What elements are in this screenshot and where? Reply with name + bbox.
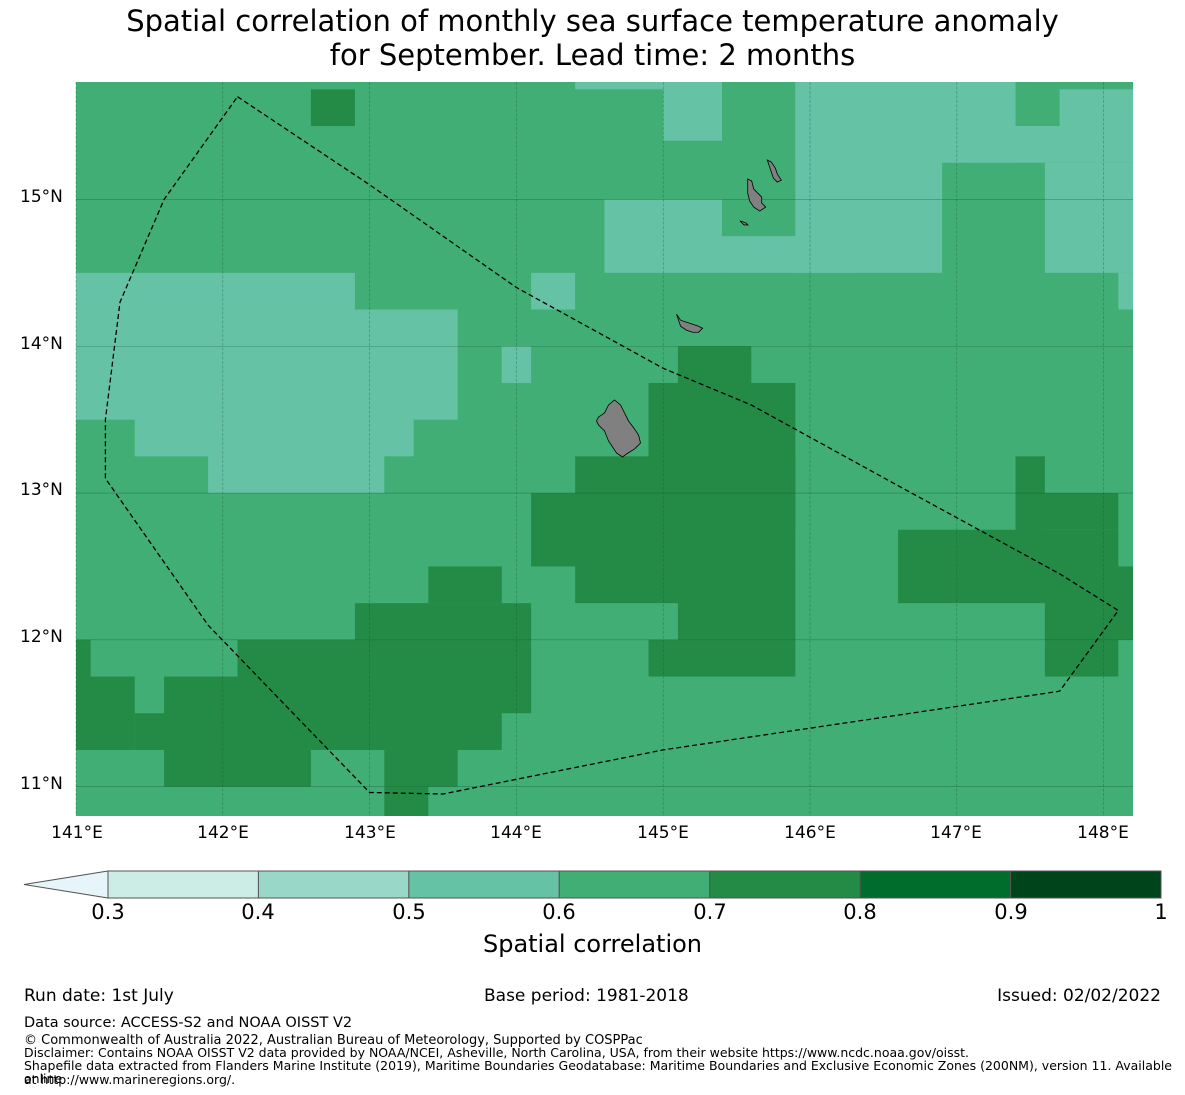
- lon-label-148e: 148°E: [1077, 823, 1129, 843]
- title-line-1: Spatial correlation of monthly sea surfa…: [126, 4, 1059, 38]
- correlation-cell-region: [721, 236, 855, 273]
- correlation-cell-region: [971, 126, 1133, 163]
- data-source: Data source: ACCESS-S2 and NOAA OISST V2: [24, 1015, 353, 1031]
- colorbar-bin: [107, 870, 259, 899]
- lat-label-11n: 11°N: [20, 774, 63, 794]
- colorbar-bin: [558, 870, 711, 899]
- colorbar-bin: [709, 870, 861, 899]
- colorbar-tick-0.7: 0.7: [693, 900, 727, 924]
- correlation-map: [75, 82, 1133, 816]
- correlation-cell-region: [76, 639, 91, 677]
- correlation-cell-region: [354, 603, 532, 640]
- lon-label-141e: 141°E: [51, 823, 103, 843]
- base-period: Base period: 1981-2018: [484, 986, 689, 1006]
- colorbar-under-arrow: [23, 870, 109, 899]
- correlation-cell-region: [663, 82, 722, 141]
- eez-boundary-line: [104, 96, 1120, 795]
- lat-label-15n: 15°N: [20, 187, 63, 207]
- correlation-cell-region: [428, 566, 502, 604]
- colorbar-tick-0.4: 0.4: [241, 900, 275, 924]
- copyright: © Commonwealth of Australia 2022, Austra…: [24, 1033, 643, 1048]
- colorbar-title: Spatial correlation: [482, 930, 703, 958]
- chart-title: Spatial correlation of monthly sea surfa…: [0, 4, 1185, 72]
- shapefile-credit: Shapefile data extracted from Flanders M…: [24, 1058, 1172, 1086]
- correlation-cell-region: [76, 676, 135, 750]
- issued-date: Issued: 02/02/2022: [997, 986, 1161, 1006]
- correlation-cell-region: [677, 566, 796, 640]
- correlation-cell-region: [1059, 89, 1133, 127]
- disclaimer: Disclaimer: Contains NOAA OISST V2 data …: [24, 1045, 969, 1060]
- correlation-cell-region: [1015, 493, 1119, 530]
- island-landmass: [596, 399, 641, 458]
- correlation-cell-region: [164, 676, 502, 750]
- correlation-cell-region: [677, 346, 752, 383]
- island-landmass: [766, 159, 782, 183]
- correlation-cell-region: [384, 749, 458, 787]
- island-landmass: [676, 313, 704, 333]
- colorbar-bin: [859, 870, 1012, 899]
- colorbar-tick-0.6: 0.6: [542, 900, 576, 924]
- lon-label-144e: 144°E: [490, 823, 542, 843]
- island-landmass: [739, 220, 749, 226]
- lon-label-142e: 142°E: [197, 823, 249, 843]
- correlation-cell-region: [384, 786, 429, 816]
- colorbar-tick-1: 1: [1154, 900, 1168, 924]
- shapefile-credit-url: at http://www.marineregions.org/.: [24, 1072, 236, 1087]
- island-landmass: [747, 178, 767, 212]
- colorbar-tick-0.8: 0.8: [843, 900, 877, 924]
- lon-label-147e: 147°E: [930, 823, 982, 843]
- title-line-2: for September. Lead time: 2 months: [329, 38, 856, 72]
- correlation-cell-region: [208, 419, 385, 494]
- correlation-cell-region: [531, 272, 576, 310]
- lon-label-143e: 143°E: [344, 823, 396, 843]
- colorbar-bin: [408, 870, 560, 899]
- colorbar-tick-0.9: 0.9: [994, 900, 1028, 924]
- colorbar: [23, 870, 1162, 899]
- lat-label-14n: 14°N: [20, 334, 63, 354]
- lat-label-13n: 13°N: [20, 480, 63, 500]
- correlation-cell-region: [575, 82, 722, 90]
- colorbar-tick-0.5: 0.5: [392, 900, 426, 924]
- colorbar-bin: [1010, 870, 1162, 899]
- correlation-cell-region: [1044, 162, 1133, 273]
- colorbar-bin: [257, 870, 410, 899]
- correlation-cell-region: [310, 89, 355, 127]
- lon-label-145e: 145°E: [637, 823, 689, 843]
- correlation-cell-region: [648, 639, 796, 677]
- lat-label-12n: 12°N: [20, 627, 63, 647]
- lon-label-146e: 146°E: [784, 823, 836, 843]
- correlation-cell-region: [1118, 272, 1133, 310]
- run-date: Run date: 1st July: [24, 986, 174, 1006]
- colorbar-tick-0.3: 0.3: [91, 900, 125, 924]
- correlation-cell-region: [164, 749, 311, 787]
